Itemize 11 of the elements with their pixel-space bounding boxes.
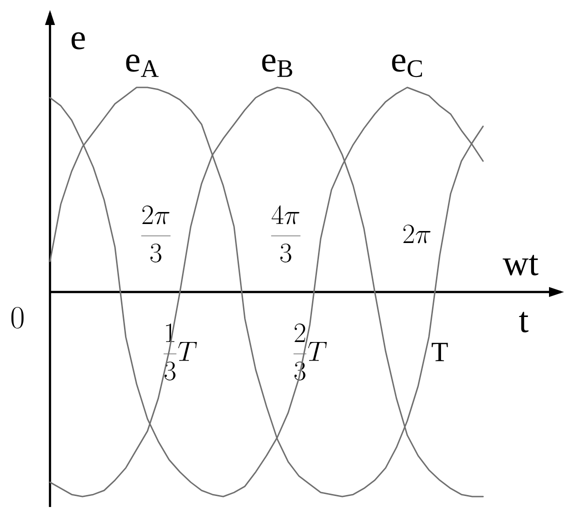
y-axis-title: e — [72, 32, 85, 50]
annotation: $\frac{4\pi}{3}$ — [271, 205, 300, 262]
x-tick-label: $\mathrm{T}$ — [432, 342, 448, 362]
x2-axis-title: wt — [502, 254, 538, 276]
annotation: $\frac{2\pi}{3}$ — [141, 206, 171, 262]
series-label: e$_{C}$ — [392, 54, 422, 78]
series-label: e$_{B}$ — [262, 54, 292, 77]
series-label: e$_{A}$ — [126, 54, 159, 77]
annotation: $2\pi$ — [403, 224, 430, 244]
text: $0$ — [11, 306, 24, 329]
x-axis-title: t — [519, 312, 528, 332]
